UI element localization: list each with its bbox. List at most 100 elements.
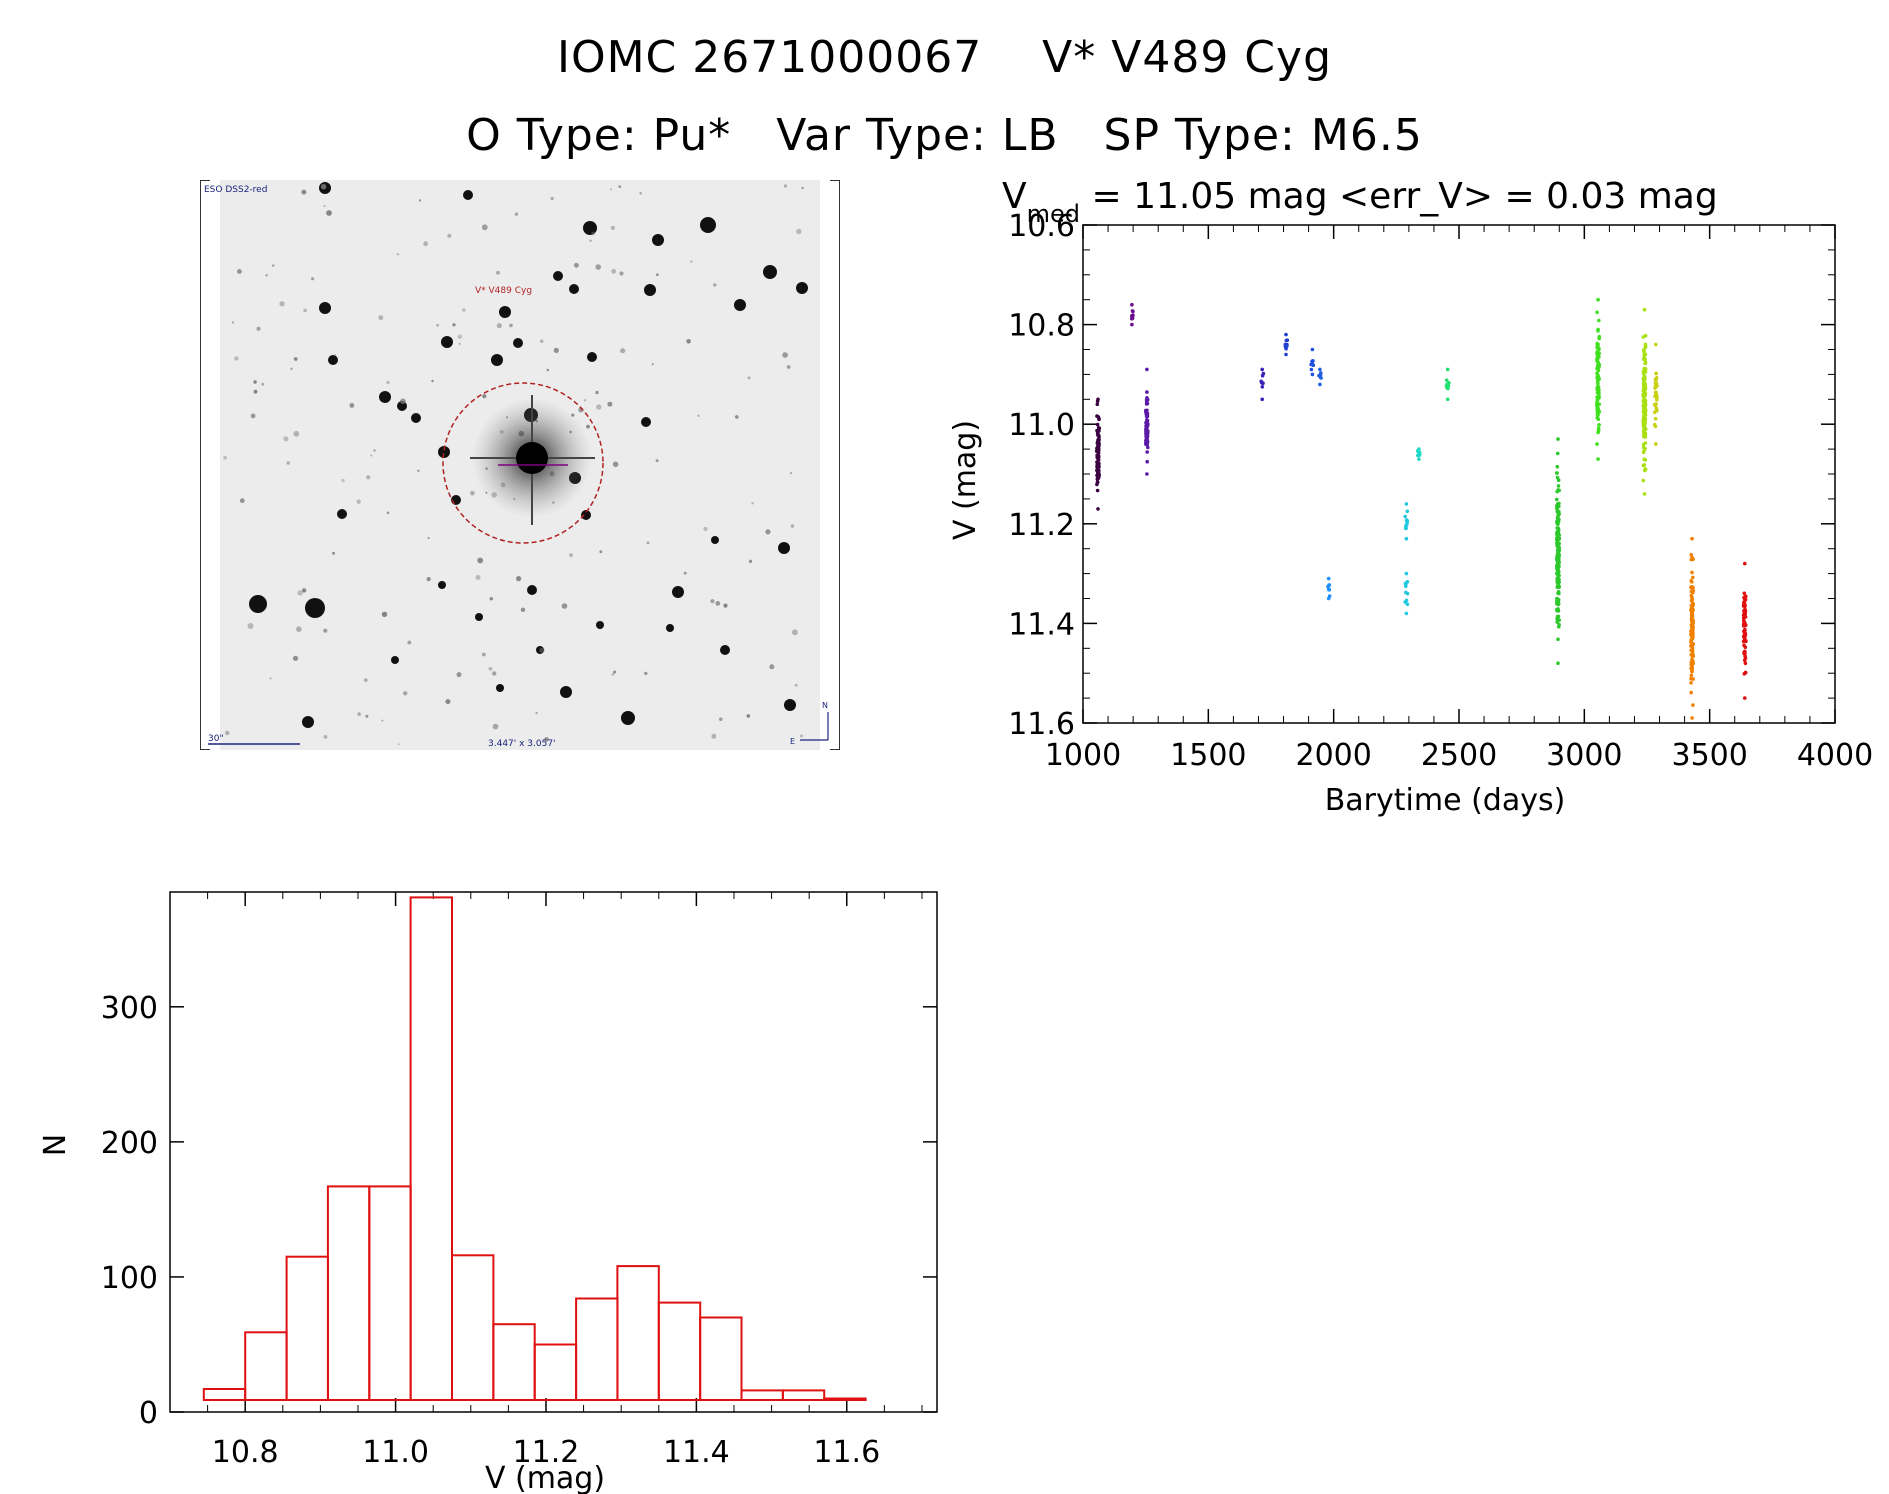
- sky-faint-star: [349, 403, 355, 408]
- lc-point: [1743, 654, 1747, 658]
- sky-faint-star: [397, 743, 400, 746]
- lc-point: [1556, 591, 1561, 595]
- sky-image: ESO DSS2-red V* V489 Cyg 30" 3.447' x 3.…: [200, 180, 840, 750]
- target-star: [516, 442, 548, 474]
- sky-faint-star: [323, 204, 326, 208]
- sky-faint-star: [396, 253, 400, 256]
- sky-faint-star: [482, 394, 487, 399]
- lc-point: [1095, 480, 1100, 484]
- sky-faint-star: [370, 454, 373, 457]
- lc-frame: [1082, 224, 1836, 724]
- lc-point: [1691, 703, 1695, 707]
- sky-star: [491, 354, 503, 366]
- fov-label: 3.447' x 3.057': [488, 739, 556, 749]
- sky-faint-star: [381, 719, 384, 722]
- sky-faint-star: [546, 368, 550, 372]
- sky-faint-star: [426, 577, 431, 582]
- hist-bar: [492, 1323, 536, 1402]
- chart-title-line2: O Type: Pu* Var Type: LB SP Type: M6.5: [0, 110, 1889, 161]
- hist-bar: [409, 896, 454, 1402]
- sky-faint-star: [265, 274, 268, 277]
- lc-point: [1145, 367, 1149, 372]
- sky-faint-star: [488, 666, 493, 671]
- lc-point: [1652, 422, 1657, 427]
- lc-point: [1690, 597, 1694, 602]
- lc-point: [1595, 356, 1599, 361]
- sky-faint-star: [323, 735, 328, 739]
- lc-point: [1403, 514, 1407, 519]
- lc-ytick-label: 10.6: [1008, 209, 1075, 244]
- lc-point: [1555, 451, 1560, 456]
- lc-xtick-label: 2500: [1421, 738, 1497, 773]
- compass-n-label: N: [822, 701, 828, 710]
- sky-faint-star: [618, 185, 622, 188]
- sky-faint-star: [723, 603, 728, 608]
- sky-star: [569, 284, 579, 294]
- sky-faint-star: [613, 670, 617, 674]
- sky-faint-star: [686, 339, 691, 344]
- sky-faint-star: [457, 334, 462, 339]
- lc-point: [1595, 386, 1600, 391]
- lc-point: [1642, 427, 1646, 431]
- sky-faint-star: [333, 354, 336, 357]
- lc-point: [1641, 478, 1646, 483]
- sky-faint-star: [713, 283, 717, 287]
- sky-faint-star: [595, 264, 601, 270]
- lc-xtick-label: 2000: [1295, 738, 1371, 773]
- hist-xlabel: V (mag): [485, 1461, 605, 1494]
- hist-bar: [451, 1254, 495, 1401]
- sky-faint-star: [481, 224, 488, 231]
- sky-faint-star: [646, 541, 650, 545]
- sky-faint-star: [574, 262, 579, 268]
- hist-ylabel: N: [38, 1134, 73, 1156]
- lc-point: [1144, 402, 1149, 406]
- target-label: V* V489 Cyg: [475, 286, 532, 296]
- sky-faint-star: [747, 376, 751, 380]
- sky-faint-star: [619, 271, 624, 276]
- lc-point: [1642, 492, 1647, 496]
- lc-point: [1642, 307, 1647, 312]
- sky-faint-star: [477, 557, 484, 564]
- lc-point: [1556, 602, 1561, 607]
- lc-point: [1097, 472, 1101, 477]
- sky-star: [784, 699, 796, 711]
- sky-faint-star: [445, 699, 451, 705]
- lc-point: [1096, 432, 1100, 437]
- sky-star: [249, 595, 267, 613]
- lc-point: [1654, 378, 1658, 383]
- lc-point: [1595, 344, 1599, 349]
- hist-bar: [657, 1301, 702, 1402]
- lc-point: [1742, 643, 1746, 648]
- lc-point: [1595, 401, 1599, 405]
- lc-point: [1404, 611, 1409, 616]
- sky-star: [644, 284, 656, 296]
- lc-title-rest: = 11.05 mag <err_V> = 0.03 mag: [1080, 176, 1718, 217]
- sky-faint-star: [452, 323, 456, 327]
- lc-point: [1597, 336, 1601, 341]
- lc-point: [1643, 408, 1648, 412]
- lc-point: [1145, 424, 1150, 428]
- sky-star: [652, 234, 664, 246]
- lc-point: [1690, 647, 1695, 651]
- sky-faint-star: [326, 210, 332, 216]
- lc-point: [1643, 367, 1648, 371]
- sky-star: [337, 509, 347, 519]
- lc-point: [1744, 639, 1748, 643]
- sky-faint-star: [303, 308, 308, 313]
- lc-point: [1145, 472, 1149, 476]
- lc-point: [1596, 429, 1601, 434]
- sky-faint-star: [323, 628, 328, 633]
- lc-point: [1318, 382, 1322, 387]
- lc-point: [1643, 467, 1648, 471]
- lc-point: [1446, 381, 1451, 385]
- sky-faint-star: [341, 478, 345, 483]
- sky-faint-star: [447, 233, 452, 238]
- sky-faint-star: [607, 401, 613, 407]
- lc-point: [1445, 397, 1450, 402]
- sky-faint-star: [381, 611, 388, 617]
- hist-bar: [202, 1388, 247, 1401]
- hist-ytick-label: 0: [139, 1396, 158, 1431]
- lc-point: [1689, 643, 1694, 647]
- sky-faint-star: [610, 188, 613, 191]
- hist-xtick-label: 11.6: [813, 1435, 880, 1470]
